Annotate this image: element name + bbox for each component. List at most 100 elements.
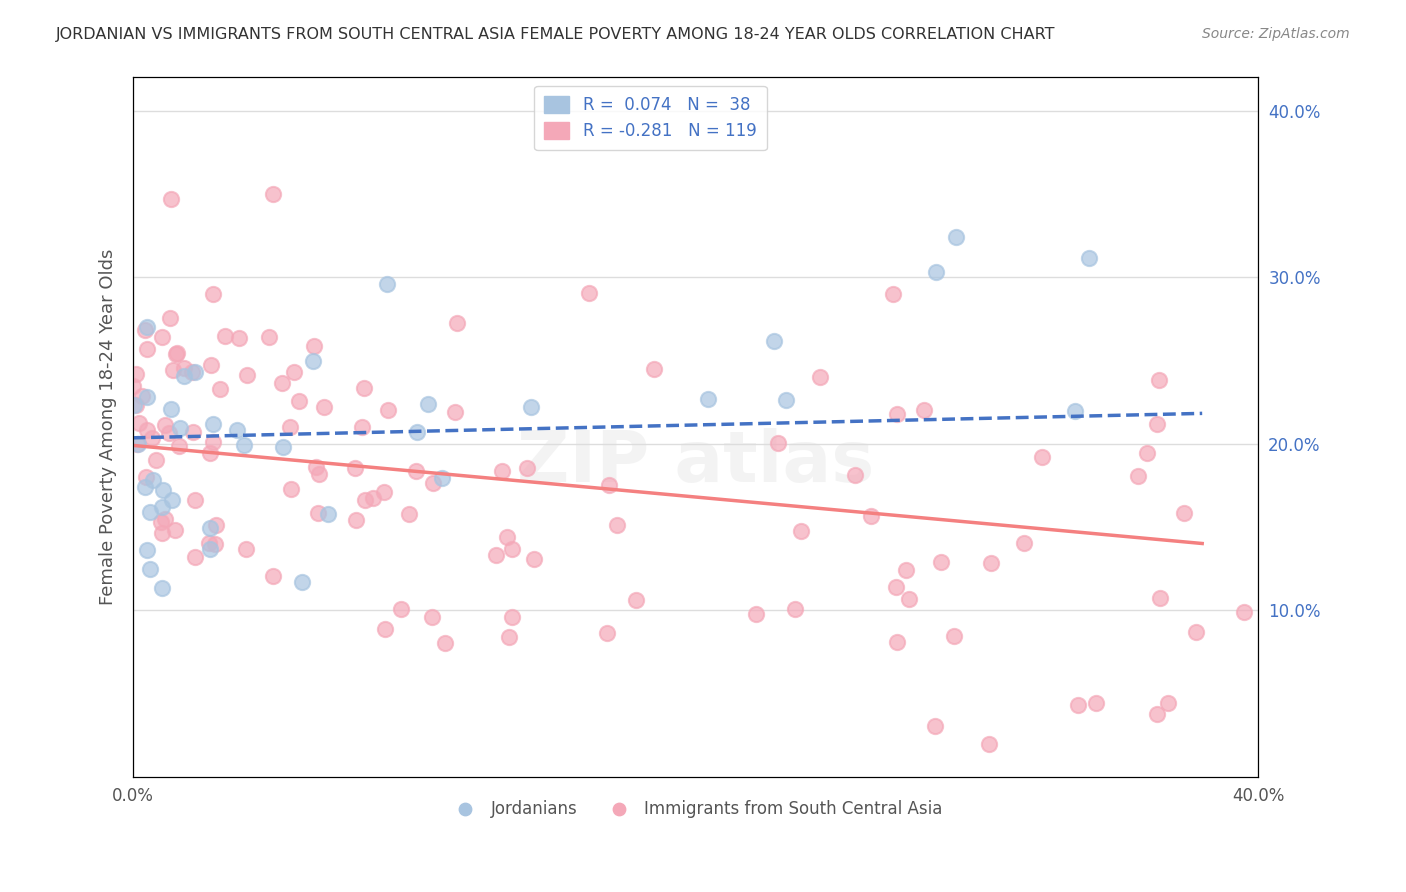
Point: [162, 363, 184, 377]
Point: [157, 426, 180, 441]
Point: [141, 431, 163, 445]
Point: [1147, 374, 1170, 388]
Point: [124, 398, 146, 412]
Text: ZIP atlas: ZIP atlas: [517, 427, 875, 497]
Point: [184, 493, 207, 508]
Point: [446, 316, 468, 330]
Point: [485, 548, 508, 562]
Point: [259, 330, 281, 344]
Text: Source: ZipAtlas.com: Source: ZipAtlas.com: [1202, 27, 1350, 41]
Point: [225, 423, 247, 437]
Point: [160, 401, 183, 416]
Point: [498, 630, 520, 644]
Point: [200, 358, 222, 372]
Point: [977, 737, 1000, 751]
Point: [897, 592, 920, 607]
Point: [859, 508, 882, 523]
Point: [375, 277, 398, 291]
Point: [278, 419, 301, 434]
Point: [1146, 417, 1168, 431]
Point: [422, 475, 444, 490]
Point: [155, 418, 177, 433]
Point: [945, 230, 967, 244]
Point: [353, 382, 375, 396]
Point: [136, 542, 159, 557]
Point: [228, 330, 250, 344]
Point: [354, 492, 377, 507]
Point: [173, 361, 195, 376]
Point: [173, 368, 195, 383]
Point: [271, 376, 294, 390]
Point: [1146, 707, 1168, 722]
Point: [134, 322, 156, 336]
Point: [232, 438, 254, 452]
Point: [127, 437, 149, 451]
Y-axis label: Female Poverty Among 18-24 Year Olds: Female Poverty Among 18-24 Year Olds: [100, 249, 117, 606]
Point: [1157, 696, 1180, 710]
Point: [136, 390, 159, 404]
Point: [198, 535, 221, 549]
Point: [1031, 450, 1053, 464]
Point: [165, 523, 187, 537]
Point: [434, 636, 457, 650]
Point: [1185, 624, 1208, 639]
Point: [491, 464, 513, 478]
Point: [363, 491, 385, 505]
Point: [124, 367, 146, 381]
Point: [302, 339, 325, 353]
Point: [516, 460, 538, 475]
Point: [894, 563, 917, 577]
Point: [314, 400, 336, 414]
Point: [214, 329, 236, 343]
Point: [1012, 536, 1035, 550]
Point: [201, 435, 224, 450]
Point: [131, 389, 153, 403]
Point: [204, 537, 226, 551]
Point: [316, 508, 339, 522]
Point: [162, 492, 184, 507]
Point: [578, 285, 600, 300]
Point: [287, 394, 309, 409]
Point: [343, 461, 366, 475]
Point: [301, 353, 323, 368]
Point: [624, 593, 647, 607]
Point: [273, 440, 295, 454]
Point: [138, 562, 160, 576]
Point: [198, 446, 221, 460]
Point: [373, 485, 395, 500]
Point: [352, 420, 374, 434]
Point: [208, 382, 231, 396]
Point: [167, 439, 190, 453]
Point: [496, 530, 519, 544]
Point: [307, 506, 329, 520]
Point: [150, 582, 173, 596]
Point: [377, 403, 399, 417]
Point: [198, 521, 221, 535]
Point: [1233, 605, 1256, 619]
Point: [128, 417, 150, 431]
Point: [598, 478, 620, 492]
Point: [235, 368, 257, 382]
Point: [420, 610, 443, 624]
Point: [886, 407, 908, 421]
Point: [775, 392, 797, 407]
Point: [262, 569, 284, 583]
Point: [924, 719, 946, 733]
Point: [389, 602, 412, 616]
Point: [159, 310, 181, 325]
Point: [1173, 506, 1195, 520]
Point: [929, 555, 952, 569]
Point: [912, 402, 935, 417]
Point: [980, 557, 1002, 571]
Point: [152, 483, 174, 498]
Point: [1126, 469, 1149, 483]
Point: [166, 345, 188, 359]
Point: [790, 524, 813, 538]
Point: [136, 423, 159, 437]
Point: [1067, 698, 1090, 713]
Point: [519, 400, 541, 414]
Point: [418, 397, 440, 411]
Point: [181, 365, 204, 379]
Point: [184, 549, 207, 564]
Point: [430, 470, 453, 484]
